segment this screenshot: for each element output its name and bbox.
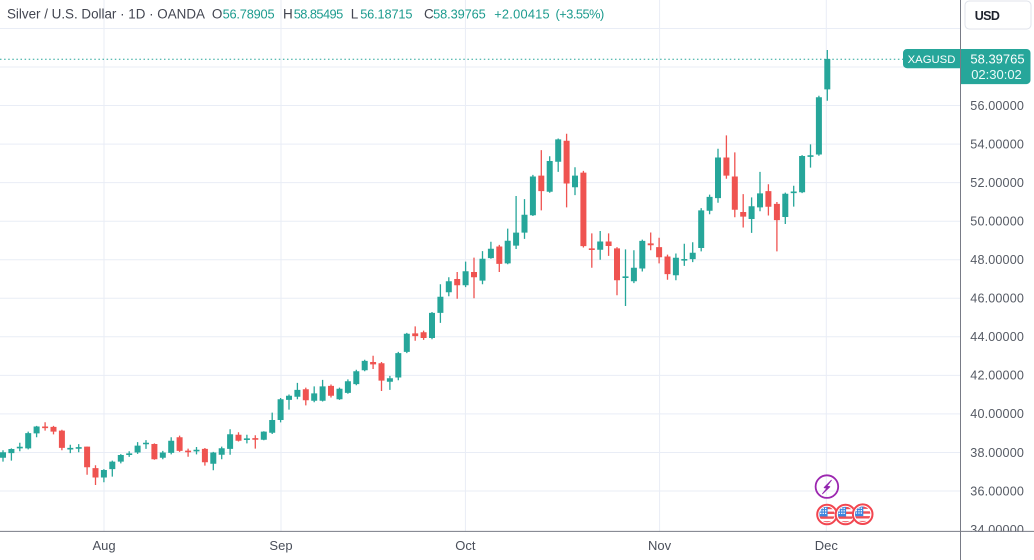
svg-text:56.18715: 56.18715 <box>360 7 412 22</box>
svg-text:42.00000: 42.00000 <box>970 369 1024 383</box>
svg-text:Oct: Oct <box>455 538 476 553</box>
svg-text:(+3.55%): (+3.55%) <box>556 7 605 22</box>
svg-text:56.78905: 56.78905 <box>223 7 275 22</box>
svg-text:44.00000: 44.00000 <box>970 330 1024 344</box>
svg-text:36.00000: 36.00000 <box>970 484 1024 498</box>
svg-text:+2.00415: +2.00415 <box>494 7 550 22</box>
svg-text:38.00000: 38.00000 <box>970 446 1024 460</box>
svg-text:H: H <box>283 7 293 22</box>
svg-text:Nov: Nov <box>648 538 672 553</box>
svg-text:46.00000: 46.00000 <box>970 292 1024 306</box>
svg-text:58.39765: 58.39765 <box>970 51 1024 66</box>
svg-text:Aug: Aug <box>93 538 116 553</box>
svg-text:USD: USD <box>975 9 1000 23</box>
svg-text:58.39765: 58.39765 <box>433 7 486 22</box>
svg-text:48.00000: 48.00000 <box>970 253 1024 267</box>
svg-text:54.00000: 54.00000 <box>970 137 1024 151</box>
svg-text:50.00000: 50.00000 <box>970 215 1024 229</box>
svg-text:Dec: Dec <box>815 538 839 553</box>
svg-text:Sep: Sep <box>269 538 292 553</box>
svg-text:O: O <box>212 7 223 22</box>
svg-text:Silver / U.S. Dollar · 1D · OA: Silver / U.S. Dollar · 1D · OANDA <box>7 7 205 22</box>
svg-text:58.85495: 58.85495 <box>294 7 343 22</box>
svg-text:L: L <box>351 7 359 22</box>
svg-text:52.00000: 52.00000 <box>970 176 1024 190</box>
svg-text:XAGUSD: XAGUSD <box>908 54 956 66</box>
svg-text:02:30:02: 02:30:02 <box>971 67 1022 82</box>
svg-text:56.00000: 56.00000 <box>970 99 1024 113</box>
svg-text:40.00000: 40.00000 <box>970 407 1024 421</box>
svg-text:C: C <box>424 7 434 22</box>
